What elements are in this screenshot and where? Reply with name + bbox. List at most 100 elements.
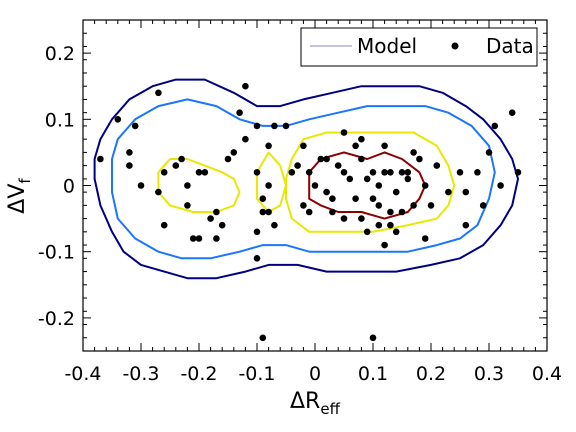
data-point	[114, 116, 122, 123]
data-point	[230, 149, 238, 156]
contour-inner-left	[157, 158, 241, 213]
data-point	[265, 208, 272, 216]
y-axis-label-sub: f	[16, 178, 34, 184]
data-point	[340, 215, 348, 222]
data-point	[381, 142, 388, 150]
data-point	[479, 202, 487, 209]
data-point	[485, 149, 493, 156]
contour-core	[308, 151, 427, 220]
data-point	[433, 162, 441, 169]
data-point	[404, 169, 412, 176]
data-point	[300, 142, 307, 150]
data-point	[369, 169, 377, 176]
data-point	[392, 188, 400, 196]
data-point	[155, 188, 162, 196]
data-point	[387, 208, 394, 216]
data-point	[259, 208, 267, 216]
data-point	[172, 162, 180, 169]
data-point	[305, 169, 313, 176]
data-point	[474, 169, 481, 176]
data-point	[184, 182, 191, 189]
data-point	[497, 182, 504, 189]
data-point	[137, 182, 145, 189]
legend-model-label: Model	[357, 34, 417, 58]
data-point	[253, 169, 261, 176]
data-point	[508, 109, 516, 116]
data-point	[410, 202, 417, 209]
data-point	[363, 228, 371, 236]
y-tick-label: 0.2	[45, 43, 75, 65]
data-point	[300, 202, 307, 209]
data-point	[242, 82, 249, 90]
data-point	[363, 175, 371, 183]
data-point	[381, 241, 388, 249]
data-point	[259, 334, 267, 342]
data-point	[329, 195, 336, 202]
data-point	[462, 188, 470, 196]
legend-data-label: Data	[486, 34, 534, 58]
data-point	[213, 235, 220, 242]
data-point	[189, 235, 197, 242]
data-point	[369, 195, 377, 202]
data-point	[271, 122, 278, 130]
x-tick-label: -0.2	[180, 363, 217, 385]
x-axis-label-main: ΔR	[290, 389, 320, 414]
data-point	[253, 122, 261, 130]
data-point	[213, 208, 220, 216]
data-point	[462, 221, 470, 229]
data-point	[456, 169, 464, 176]
data-point	[514, 169, 522, 176]
data-point	[404, 175, 412, 183]
data-point	[224, 155, 232, 163]
contour-inner-right	[285, 131, 456, 233]
legend-box	[300, 27, 538, 67]
data-point	[416, 155, 423, 163]
contour-middle	[111, 98, 496, 260]
data-point	[294, 162, 301, 169]
legend: Model Data	[300, 27, 538, 67]
data-point	[340, 169, 348, 176]
x-tick-label: 0.1	[358, 363, 388, 385]
data-point	[323, 188, 330, 196]
data-point	[126, 162, 133, 169]
data-point	[253, 228, 261, 236]
data-point	[375, 202, 383, 209]
data-point	[253, 254, 261, 262]
data-point	[398, 169, 406, 176]
data-point	[375, 221, 383, 229]
data-point	[259, 195, 267, 202]
data-point	[271, 221, 278, 229]
data-point	[195, 235, 203, 242]
data-point	[184, 202, 191, 209]
data-point	[387, 169, 394, 176]
y-axis-label: ΔVf	[5, 178, 34, 214]
data-point	[265, 142, 272, 150]
data-point	[387, 221, 394, 229]
axis-ticks: -0.4 -0.3 -0.2 -0.1 0 0.1 0.2 0.3 0.4 -0.2 -0.1 0 0.…	[38, 19, 562, 385]
data-point	[178, 155, 185, 163]
data-point	[421, 235, 429, 242]
data-point	[491, 122, 499, 130]
data-point	[375, 182, 383, 189]
data-point	[288, 169, 296, 176]
data-point	[207, 215, 214, 222]
x-tick-label: 0	[309, 363, 321, 385]
y-axis-label-main: ΔV	[5, 184, 30, 214]
data-point	[160, 169, 168, 176]
x-axis-label: ΔReff	[290, 389, 341, 418]
data-point	[421, 182, 429, 189]
data-point	[358, 155, 365, 163]
contour-outer	[93, 78, 519, 280]
x-tick-label: 0.2	[416, 363, 446, 385]
data-point	[340, 129, 348, 136]
x-tick-label: -0.1	[238, 363, 275, 385]
data-point	[265, 182, 272, 189]
data-point	[97, 155, 104, 163]
data-point	[201, 169, 209, 176]
data-point	[236, 109, 243, 116]
data-point	[392, 228, 400, 236]
data-point	[305, 208, 313, 216]
y-tick-label: 0	[63, 176, 75, 198]
data-point	[195, 169, 203, 176]
